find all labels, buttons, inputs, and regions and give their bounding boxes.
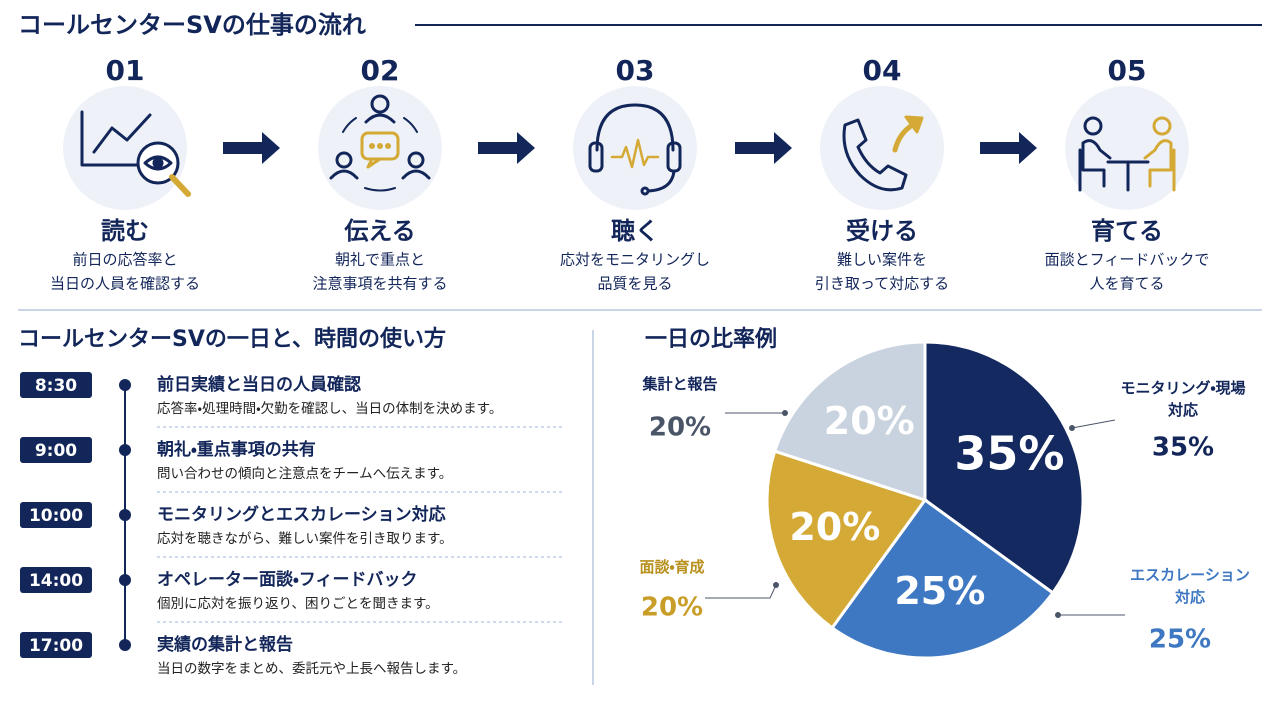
slice-name: 集計と報告 <box>642 375 718 393</box>
pie-slice <box>923 340 1085 595</box>
item-title: 前日実績と当日の人員確認 <box>157 374 361 395</box>
slice-label: 35% <box>954 426 1064 480</box>
slice-value: 25% <box>1149 625 1211 655</box>
step-icons <box>63 86 1189 210</box>
step-desc: 応対をモニタリングし <box>560 251 710 269</box>
timeline-dot <box>119 574 131 586</box>
slice-label: 25% <box>894 569 985 613</box>
time: 14:00 <box>29 571 83 591</box>
time: 10:00 <box>29 506 83 526</box>
item-title: 実績の集計と報告 <box>157 634 293 655</box>
step-desc: 難しい案件を <box>837 251 927 269</box>
slice-name: エスカレーション対応 <box>1130 566 1250 606</box>
step-title: 聴く <box>611 217 659 245</box>
pie-slice <box>765 449 928 630</box>
step-desc: 注意事項を共有する <box>312 275 447 293</box>
leader-dot <box>782 410 788 416</box>
slice-value: 20% <box>649 413 711 443</box>
step-desc: 前日の応答率と <box>72 251 177 269</box>
step-number: 04 <box>863 54 902 87</box>
step-desc: 朝礼で重点と <box>335 251 425 269</box>
step-title: 読む <box>101 217 149 245</box>
timeline-dot <box>119 379 131 391</box>
item-title: 朝礼・重点事項の共有 <box>157 439 316 460</box>
chart-title: 一日の比率例 <box>645 326 777 352</box>
pie-slice <box>830 497 1055 660</box>
time-badge <box>20 632 92 658</box>
step-desc: 品質を見る <box>597 275 672 293</box>
time-badge <box>20 567 92 593</box>
step-desc: 面談とフィードバックで <box>1045 251 1210 269</box>
slice-value: 35% <box>1152 433 1214 463</box>
time-badge <box>20 437 92 463</box>
step-desc: 引き取って対応する <box>815 275 949 293</box>
slice-name: モニタリング・現場対応 <box>1120 379 1246 419</box>
step-title: 伝える <box>343 217 415 245</box>
step-number: 01 <box>106 54 145 87</box>
slice-label: 20% <box>824 399 915 443</box>
leader-dot <box>1069 425 1075 431</box>
leader-dot <box>1055 612 1061 618</box>
pie-slice <box>772 340 927 503</box>
step-number: 03 <box>616 54 655 87</box>
item-title: モニタリングとエスカレーション対応 <box>157 504 446 525</box>
time: 8:30 <box>35 376 77 396</box>
step-title: 育てる <box>1091 217 1163 245</box>
step-number: 02 <box>361 54 400 87</box>
time-badge <box>20 502 92 528</box>
flow-arrows <box>223 132 1037 164</box>
item-title: オペレーター面談・フィードバック <box>157 569 417 590</box>
time: 17:00 <box>29 636 83 656</box>
item-desc: 個別に応対を振り返り、困りごとを聞きます。 <box>157 596 439 612</box>
item-desc: 当日の数字をまとめ、委託元や上長へ報告します。 <box>157 661 466 677</box>
leader-dot <box>773 582 779 588</box>
item-desc: 問い合わせの傾向と注意点をチームへ伝えます。 <box>157 466 452 482</box>
timeline-dot <box>119 509 131 521</box>
step-desc: 人を育てる <box>1089 275 1164 293</box>
slice-label: 20% <box>789 505 880 549</box>
step-desc: 当日の人員を確認する <box>50 275 200 293</box>
item-desc: 応対を聴きながら、難しい案件を引き取ります。 <box>157 531 453 547</box>
leader-line <box>705 584 777 599</box>
step-number: 05 <box>1108 54 1147 87</box>
time: 9:00 <box>35 441 77 461</box>
timeline-dot <box>119 639 131 651</box>
slice-name: 面談・育成 <box>639 558 705 576</box>
item-desc: 応答率・処理時間・欠勤を確認し、当日の体制を決めます。 <box>157 400 502 417</box>
leader-line <box>1071 419 1116 429</box>
timeline-dot <box>119 444 131 456</box>
step-title: 受ける <box>846 217 918 245</box>
slice-value: 20% <box>641 593 703 623</box>
section-title: コールセンターSVの仕事の流れ <box>18 11 366 39</box>
section-title: コールセンターSVの一日と、時間の使い方 <box>18 326 446 352</box>
time-badge <box>20 372 92 398</box>
